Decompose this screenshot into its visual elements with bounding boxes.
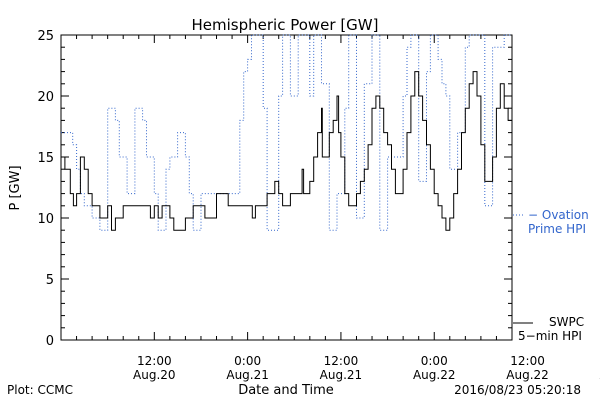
y-axis-ticks: 0 5 10 15 20 25 — [37, 29, 512, 349]
footer-right: 2016/08/23 05:20:18 — [454, 383, 581, 397]
y-tick-label: 25 — [37, 29, 54, 44]
x-tick-label-time: 12:00 — [324, 354, 359, 368]
y-axis-label: P [GW] — [8, 165, 23, 210]
series-swpc-line — [61, 71, 513, 231]
y-tick-label: 10 — [37, 212, 54, 227]
plot-frame — [60, 34, 513, 341]
series-ovation-line — [61, 34, 512, 231]
legend-swpc-line2: 5−min HPI — [518, 329, 582, 343]
chart-title: Hemispheric Power [GW] — [192, 16, 379, 34]
x-axis-label: Date and Time — [238, 383, 334, 398]
x-tick-label-time: 0:00 — [421, 354, 448, 368]
footer-left: Plot: CCMC — [7, 383, 73, 397]
y-tick-label: 0 — [46, 334, 54, 349]
x-tick-label-time: 0:00 — [234, 354, 261, 368]
x-tick-label-date: Aug.22 — [413, 368, 456, 382]
x-tick-label-date: Aug.21 — [320, 368, 363, 382]
series-layer — [61, 34, 513, 231]
x-tick-label-date: Aug.21 — [226, 368, 269, 382]
legend-ovation-line1: − Ovation — [528, 208, 589, 222]
x-tick-label-date: Aug.22 — [506, 368, 549, 382]
x-axis-ticks: 12:00Aug.200:00Aug.2112:00Aug.210:00Aug.… — [76, 35, 600, 382]
x-tick-label-time: 12:00 — [137, 354, 172, 368]
x-tick-label-time: 12:00 — [510, 354, 545, 368]
y-tick-label: 15 — [37, 151, 54, 166]
legend-swpc-line1: SWPC — [549, 315, 584, 329]
legend-ovation-line2: Prime HPI — [528, 222, 586, 236]
y-tick-label: 5 — [46, 273, 54, 288]
y-tick-label: 20 — [37, 90, 54, 105]
x-tick-label-date: Aug.20 — [133, 368, 176, 382]
